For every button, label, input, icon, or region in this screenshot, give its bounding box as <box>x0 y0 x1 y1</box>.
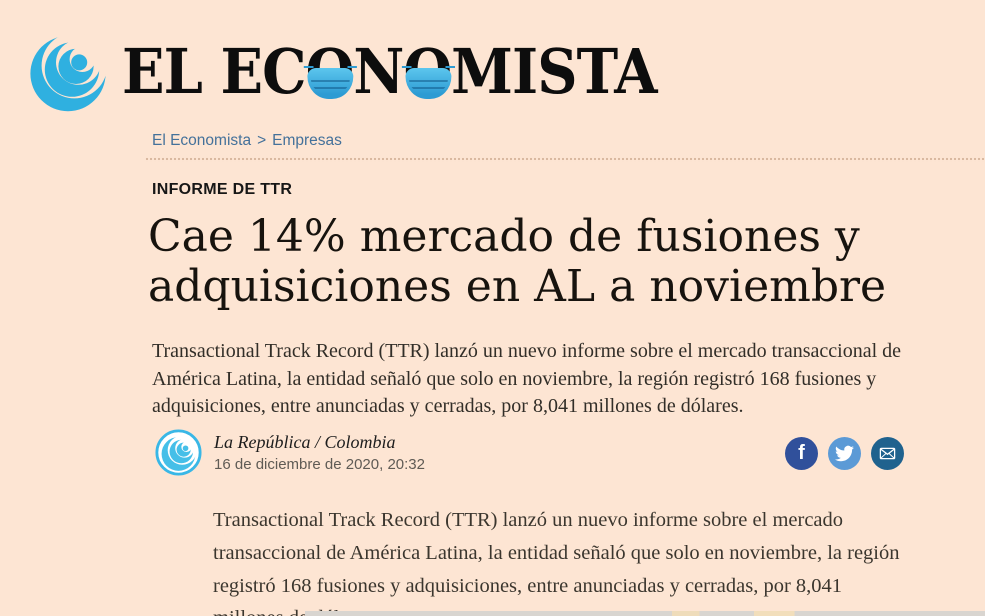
share-twitter-button[interactable] <box>828 437 861 470</box>
below-fold-edge <box>305 611 985 616</box>
email-icon <box>879 447 896 460</box>
article-body-paragraph: Transactional Track Record (TTR) lanzó u… <box>213 509 900 616</box>
share-email-button[interactable] <box>871 437 904 470</box>
twitter-icon <box>835 445 854 462</box>
author-avatar <box>155 429 202 476</box>
dotted-divider <box>145 157 985 162</box>
byline-text: La República / Colombia 16 de diciembre … <box>214 432 425 473</box>
wordmark-text: EL EC <box>122 35 307 108</box>
publish-date: 16 de diciembre de 2020, 20:32 <box>214 456 425 473</box>
wordmark-text: MISTA <box>451 35 657 108</box>
author-name[interactable]: La República / Colombia <box>214 432 396 452</box>
article-kicker: INFORME DE TTR <box>152 181 293 198</box>
article-headline: Cae 14% mercado de fusiones y adquisicio… <box>148 211 887 313</box>
breadcrumb-link-empresas[interactable]: Empresas <box>272 132 342 149</box>
masked-letter-o: O <box>303 41 357 103</box>
el-economista-wordmark[interactable]: EL ECONOMISTA <box>122 41 658 103</box>
masked-letter-o: O <box>401 41 455 103</box>
breadcrumb: El Economista > Empresas <box>152 132 342 150</box>
breadcrumb-link-el-economista[interactable]: El Economista <box>152 132 252 149</box>
el-economista-logo-icon[interactable] <box>28 32 108 112</box>
share-bar: f <box>785 437 904 470</box>
wordmark-text: N <box>353 35 404 108</box>
article-lede: Transactional Track Record (TTR) lanzó u… <box>152 340 902 418</box>
masthead: EL ECONOMISTA <box>28 32 716 112</box>
facebook-icon: f <box>798 442 805 464</box>
breadcrumb-separator: > <box>257 132 267 149</box>
byline: La República / Colombia 16 de diciembre … <box>155 429 425 476</box>
share-facebook-button[interactable]: f <box>785 437 818 470</box>
